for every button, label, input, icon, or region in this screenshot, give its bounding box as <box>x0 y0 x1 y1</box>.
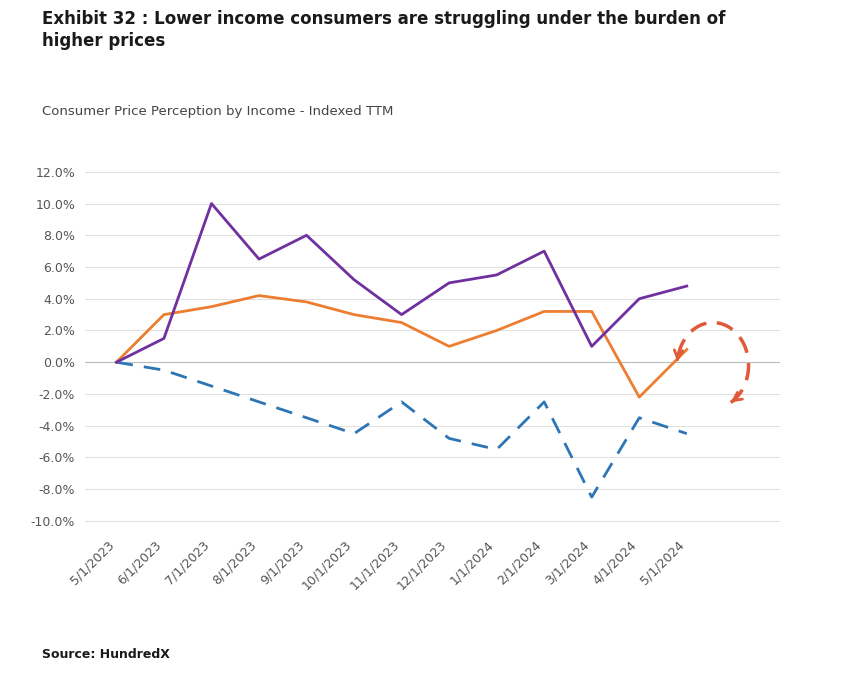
Text: Consumer Price Perception by Income - Indexed TTM: Consumer Price Perception by Income - In… <box>42 105 393 118</box>
Text: Exhibit 32 : Lower income consumers are struggling under the burden of
higher pr: Exhibit 32 : Lower income consumers are … <box>42 10 726 50</box>
Text: Source: HundredX: Source: HundredX <box>42 648 170 661</box>
Legend: Less than $25,000, $25,000 to $49,999, $200,000 or more: Less than $25,000, $25,000 to $49,999, $… <box>77 677 581 678</box>
